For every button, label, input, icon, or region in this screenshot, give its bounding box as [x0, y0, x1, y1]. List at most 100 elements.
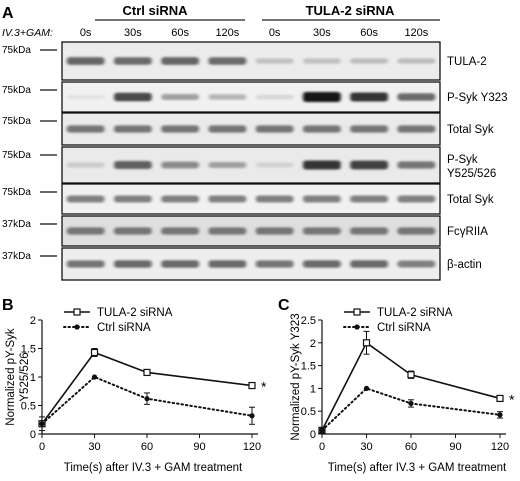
data-point: [363, 385, 370, 391]
blot-band: [66, 162, 105, 168]
data-point: [496, 394, 504, 403]
x-tick-label: 0: [319, 441, 325, 453]
time-label: 120s: [404, 27, 428, 39]
blot-band: [350, 58, 389, 64]
legend-label: TULA-2 siRNA: [377, 307, 453, 319]
x-tick-label: 60: [141, 441, 153, 453]
data-point: [144, 396, 150, 402]
data-point: [91, 374, 98, 380]
data-point: [39, 421, 45, 427]
blot-band: [302, 125, 341, 133]
time-label: 30s: [313, 27, 331, 39]
x-tick-label: 90: [193, 441, 205, 453]
panel-a: A Ctrl siRNA TULA-2 siRNA IV.3+GAM: 0s 30…: [2, 3, 508, 281]
blot-band: [302, 92, 341, 102]
blot-band: [208, 94, 247, 100]
x-tick-label: 30: [88, 441, 100, 453]
kda-marker: 75kDa: [2, 45, 31, 56]
y-tick-label: 0: [30, 429, 36, 441]
blot-label: P-Syk Y323: [447, 92, 508, 104]
blot-band: [161, 93, 200, 101]
time-labels: 0s 30s 60s 120s 0s 30s 60s 120s: [80, 27, 429, 39]
series: [38, 348, 256, 428]
data-point: [407, 371, 415, 379]
time-label: 60s: [360, 27, 378, 39]
series-line: [41, 375, 253, 425]
blot-band: [66, 125, 105, 133]
legend-label: Ctrl siRNA: [97, 322, 151, 334]
group-label-tula2: TULA-2 siRNA: [306, 3, 395, 18]
x-axis-label: Time(s) after IV.3 + GAM treatment: [328, 462, 507, 474]
y-axis-label: Normalized pY-Syk Y323: [290, 313, 302, 440]
kda-marker: 75kDa: [2, 85, 31, 96]
blot-band: [161, 161, 200, 169]
y-tick-label: 0.5: [21, 401, 36, 413]
blot-band: [161, 195, 200, 203]
blot-band: [397, 227, 436, 235]
kda-marker: 75kDa: [2, 187, 31, 198]
blot-band: [255, 227, 294, 235]
blot-band: [161, 227, 200, 235]
blot-band: [113, 195, 152, 203]
legend: TULA-2 siRNA Ctrl siRNA: [63, 307, 173, 334]
y-tick-label: 1: [310, 383, 316, 395]
legend-label: TULA-2 siRNA: [97, 307, 173, 319]
data-point: [248, 381, 256, 390]
y-tick-label: 2.5: [301, 315, 316, 327]
kda-marker: 75kDa: [2, 150, 31, 161]
blot-band: [66, 195, 105, 203]
panel-c: C 0 0.5 1 1.5 2 2.5 0 30 60 90 120 Time(s) after IV…: [278, 297, 515, 474]
blot-band: [350, 92, 389, 102]
data-point: [362, 339, 371, 347]
blot-band: [208, 57, 247, 65]
time-label: 30s: [124, 27, 142, 39]
blot-band: [255, 58, 294, 64]
x-tick-label: 120: [491, 441, 509, 453]
legend-label: Ctrl siRNA: [377, 322, 431, 334]
blot-band: [113, 92, 152, 102]
blot-band: [350, 260, 389, 268]
data-point: [319, 427, 325, 433]
blot-band: [208, 125, 247, 133]
series-line: [41, 351, 253, 425]
blot-band: [397, 260, 436, 268]
blot-label: FcγRIIA: [447, 226, 488, 238]
blot-band: [113, 161, 152, 169]
y-tick-label: 2: [30, 315, 36, 327]
blot-band: [350, 125, 389, 133]
panel-b-letter: B: [2, 297, 14, 314]
y-tick-label: 1: [30, 372, 36, 384]
significance-marker: *: [509, 391, 515, 407]
blot-label: P-Syk Y525/526: [447, 154, 496, 180]
blot-band: [66, 227, 105, 235]
blot-band: [208, 260, 247, 268]
kda-marker: 37kDa: [2, 251, 31, 262]
series: [319, 385, 503, 434]
blot-row: 37kDa FcγRIIA: [2, 215, 488, 247]
blot-label: β-actin: [447, 259, 482, 271]
blot-band: [255, 162, 294, 168]
data-point: [90, 348, 99, 357]
blot-band: [302, 227, 341, 235]
x-tick-label: 60: [405, 441, 417, 453]
blot-band: [113, 57, 152, 65]
time-label: 120s: [215, 27, 239, 39]
x-tick-label: 120: [243, 441, 261, 453]
y-tick-label: 1.5: [301, 361, 316, 373]
y-tick-label: 0: [310, 429, 316, 441]
data-point: [497, 412, 503, 418]
blot-band: [302, 58, 341, 64]
legend-marker: [353, 308, 361, 316]
panel-a-letter: A: [2, 5, 14, 22]
kda-marker: 75kDa: [2, 116, 31, 127]
series: [39, 374, 255, 432]
x-axis-label: Time(s) after IV.3 + GAM treatment: [64, 462, 243, 474]
series-line: [321, 387, 501, 432]
series-line: [321, 341, 501, 431]
blot-band: [397, 93, 436, 101]
x-tick-label: 0: [39, 441, 45, 453]
legend-marker: [73, 308, 81, 316]
blot-band: [255, 94, 294, 100]
blot-band: [350, 160, 389, 170]
